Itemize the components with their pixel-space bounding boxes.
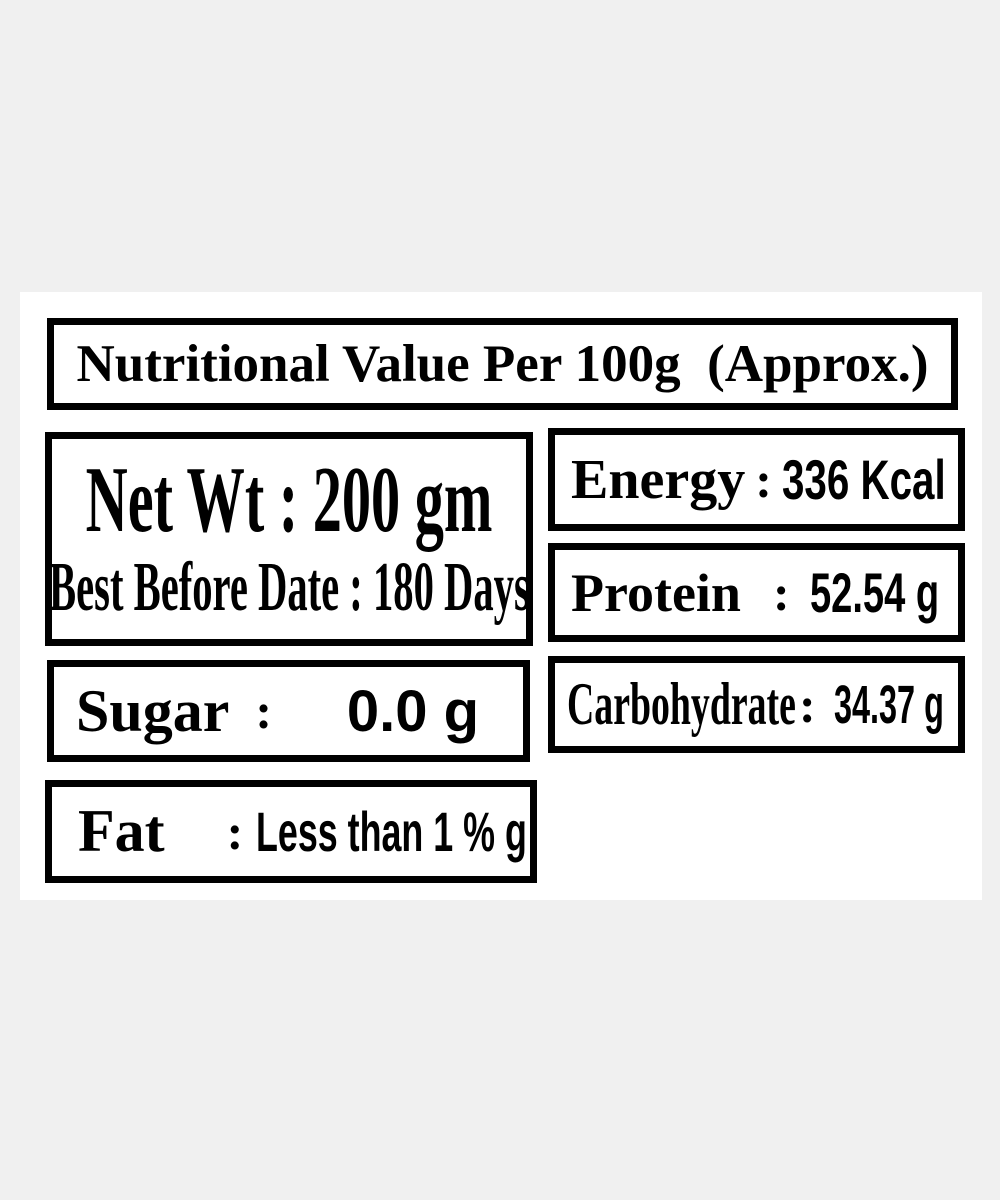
sugar-label: Sugar — [76, 677, 230, 744]
fat-box: Fat : Less than 1 % g — [45, 780, 537, 883]
protein-label: Protein — [571, 562, 741, 623]
fat-value: Less than 1 % g — [256, 800, 527, 863]
title-box: Nutritional Value Per 100g (Approx.) — [47, 318, 958, 410]
fat-colon: : — [226, 803, 244, 860]
net-weight-box: Net Wt : 200 gm Best Before Date : 180 D… — [45, 432, 533, 646]
energy-colon: : — [755, 451, 772, 508]
protein-value: 52.54 g — [810, 561, 940, 624]
best-before-line: Best Before Date : 180 Days — [48, 549, 530, 627]
energy-box: Energy : 336 Kcal — [548, 428, 965, 531]
energy-value: 336 Kcal — [782, 448, 946, 511]
carbohydrate-colon: : — [799, 676, 816, 733]
protein-colon: : — [772, 564, 790, 621]
label-title: Nutritional Value Per 100g (Approx.) — [76, 335, 929, 393]
protein-box: Protein : 52.54 g — [548, 543, 965, 642]
sugar-value: 0.0 g — [346, 678, 479, 744]
carbohydrate-box: Carbohydrate : 34.37 g — [548, 656, 965, 753]
fat-label: Fat — [78, 798, 165, 864]
carbohydrate-value: 34.37 g — [834, 674, 944, 735]
carbohydrate-label: Carbohydrate — [567, 671, 796, 737]
nutrition-label-panel: Nutritional Value Per 100g (Approx.) Net… — [20, 292, 982, 900]
energy-label: Energy — [571, 448, 746, 511]
sugar-colon: : — [255, 683, 273, 739]
sugar-box: Sugar : 0.0 g — [47, 660, 530, 762]
net-weight-line: Net Wt : 200 gm — [85, 448, 493, 553]
